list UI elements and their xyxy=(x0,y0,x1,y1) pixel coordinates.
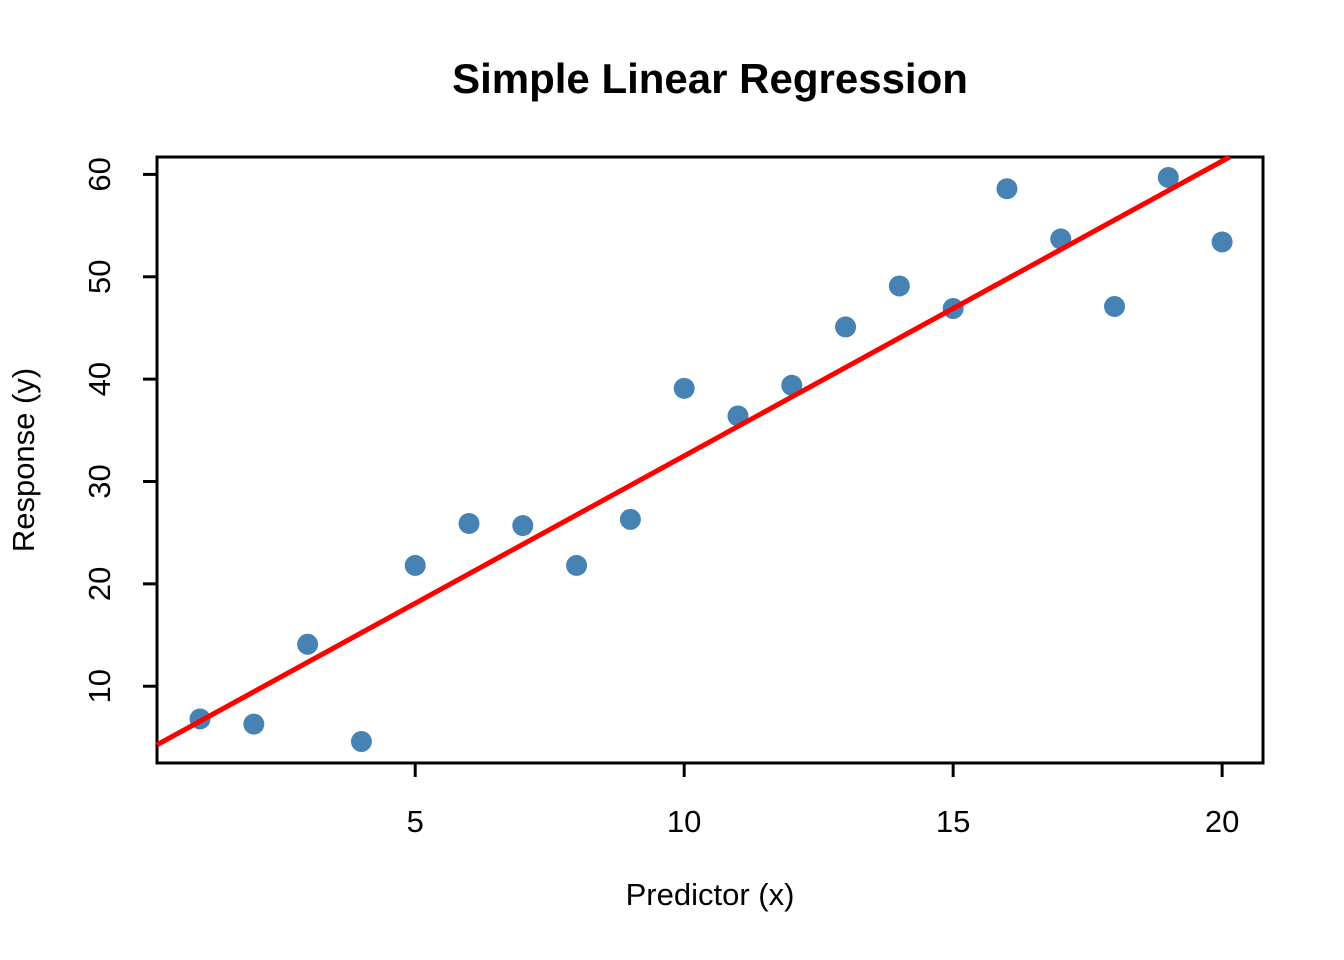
x-tick-label: 10 xyxy=(667,804,701,839)
data-point xyxy=(673,377,695,399)
data-point xyxy=(781,374,803,396)
regression-line xyxy=(155,154,1231,748)
data-point xyxy=(243,713,265,735)
data-point xyxy=(1104,295,1126,317)
data-point xyxy=(350,731,372,753)
y-axis-label: Response (y) xyxy=(6,368,41,552)
plot-box xyxy=(155,155,1265,765)
y-tick-label: 10 xyxy=(82,669,117,703)
y-ticks: 10 20 30 40 50 60 xyxy=(82,157,157,703)
y-tick-label: 40 xyxy=(82,362,117,396)
x-axis-label: Predictor (x) xyxy=(626,877,795,912)
y-tick-label: 30 xyxy=(82,464,117,498)
y-tick-label: 50 xyxy=(82,260,117,294)
y-tick-label: 60 xyxy=(82,157,117,191)
data-point xyxy=(835,316,857,338)
plot-title: Simple Linear Regression xyxy=(452,55,968,102)
data-point xyxy=(458,512,480,534)
regression-line-group xyxy=(155,154,1231,748)
data-point xyxy=(404,554,426,576)
x-tick-label: 5 xyxy=(407,804,424,839)
data-point xyxy=(619,508,641,530)
scatter-points xyxy=(189,166,1233,753)
data-point xyxy=(888,275,910,297)
x-ticks: 5 10 15 20 xyxy=(407,763,1239,839)
data-point xyxy=(566,554,588,576)
data-point xyxy=(512,515,534,537)
x-tick-label: 15 xyxy=(936,804,970,839)
data-point xyxy=(996,178,1018,200)
data-point xyxy=(297,633,319,655)
x-tick-label: 20 xyxy=(1205,804,1239,839)
data-point xyxy=(1157,166,1179,188)
data-point xyxy=(1211,231,1233,253)
y-tick-label: 20 xyxy=(82,567,117,601)
